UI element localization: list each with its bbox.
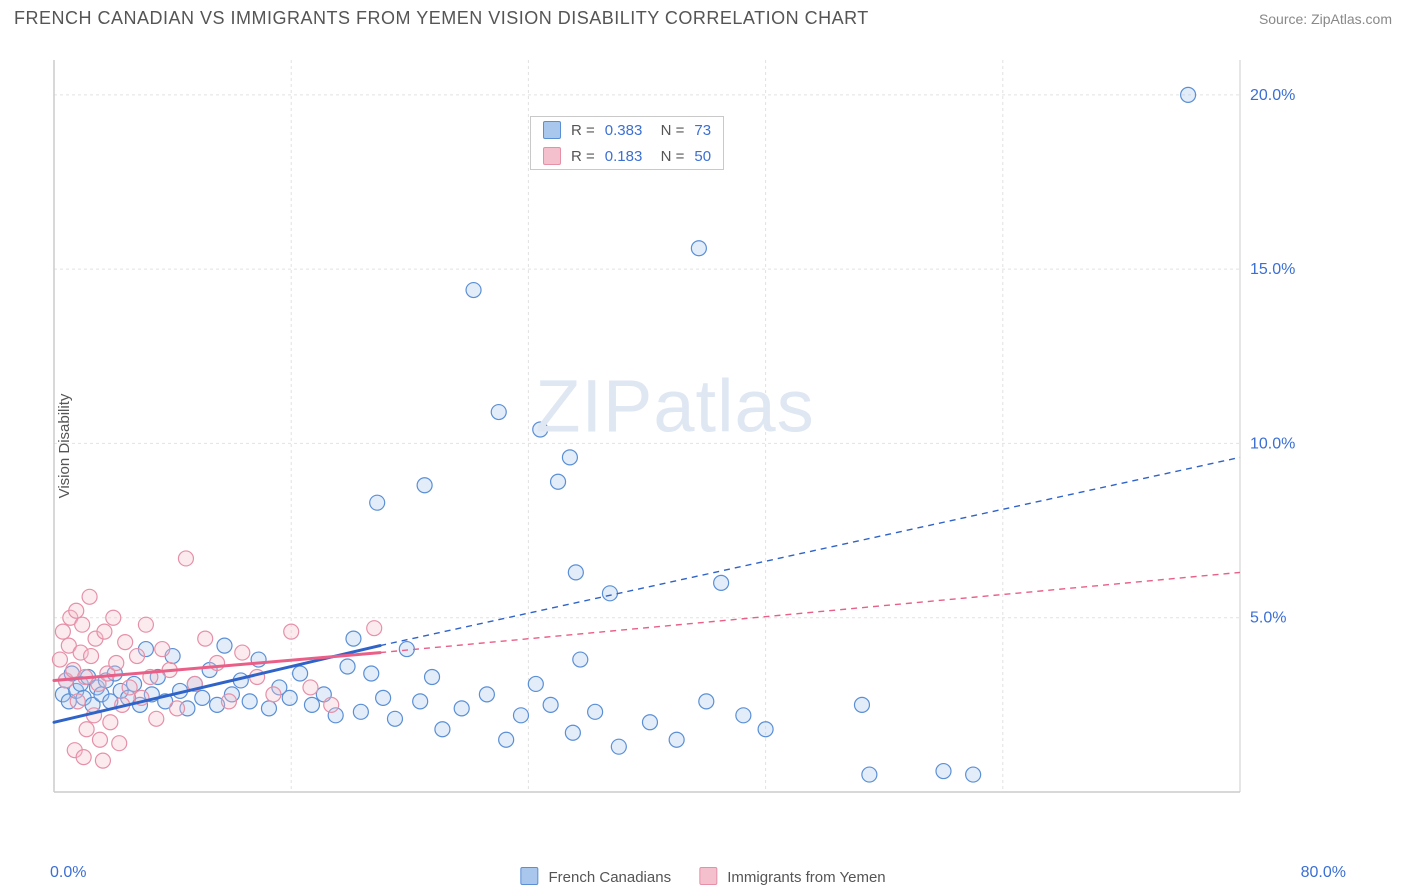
legend-item: French Canadians	[520, 867, 671, 886]
x-axis-tick-min: 0.0%	[50, 864, 86, 882]
r-value: 0.383	[605, 122, 643, 139]
legend-swatch-icon	[543, 121, 561, 139]
n-value: 50	[694, 148, 711, 165]
source-attribution: Source: ZipAtlas.com	[1259, 11, 1392, 27]
svg-text:15.0%: 15.0%	[1250, 261, 1295, 278]
legend-label: Immigrants from Yemen	[727, 869, 885, 886]
x-axis-tick-max: 80.0%	[1301, 864, 1346, 882]
legend-swatch-icon	[520, 867, 538, 885]
r-value: 0.183	[605, 148, 643, 165]
series-legend: French Canadians Immigrants from Yemen	[520, 867, 885, 886]
title-bar: FRENCH CANADIAN VS IMMIGRANTS FROM YEMEN…	[14, 8, 1392, 29]
svg-text:5.0%: 5.0%	[1250, 610, 1286, 627]
svg-text:20.0%: 20.0%	[1250, 87, 1295, 104]
n-label: N =	[652, 148, 684, 165]
chart-area: 5.0%10.0%15.0%20.0% ZIPatlas R = 0.383 N…	[50, 56, 1300, 816]
r-label: R =	[571, 122, 595, 139]
correlation-legend-row: R = 0.183 N = 50	[531, 143, 723, 169]
correlation-legend: R = 0.383 N = 73 R = 0.183 N = 50	[530, 116, 724, 170]
legend-swatch-icon	[543, 147, 561, 165]
svg-text:10.0%: 10.0%	[1250, 435, 1295, 452]
legend-item: Immigrants from Yemen	[699, 867, 886, 886]
n-value: 73	[694, 122, 711, 139]
chart-title: FRENCH CANADIAN VS IMMIGRANTS FROM YEMEN…	[14, 8, 869, 29]
legend-label: French Canadians	[549, 869, 672, 886]
n-label: N =	[652, 122, 684, 139]
scatter-plot: 5.0% 10.0% 15.0% 20.0%	[50, 56, 1300, 816]
correlation-legend-row: R = 0.383 N = 73	[531, 117, 723, 143]
legend-swatch-icon	[699, 867, 717, 885]
r-label: R =	[571, 148, 595, 165]
